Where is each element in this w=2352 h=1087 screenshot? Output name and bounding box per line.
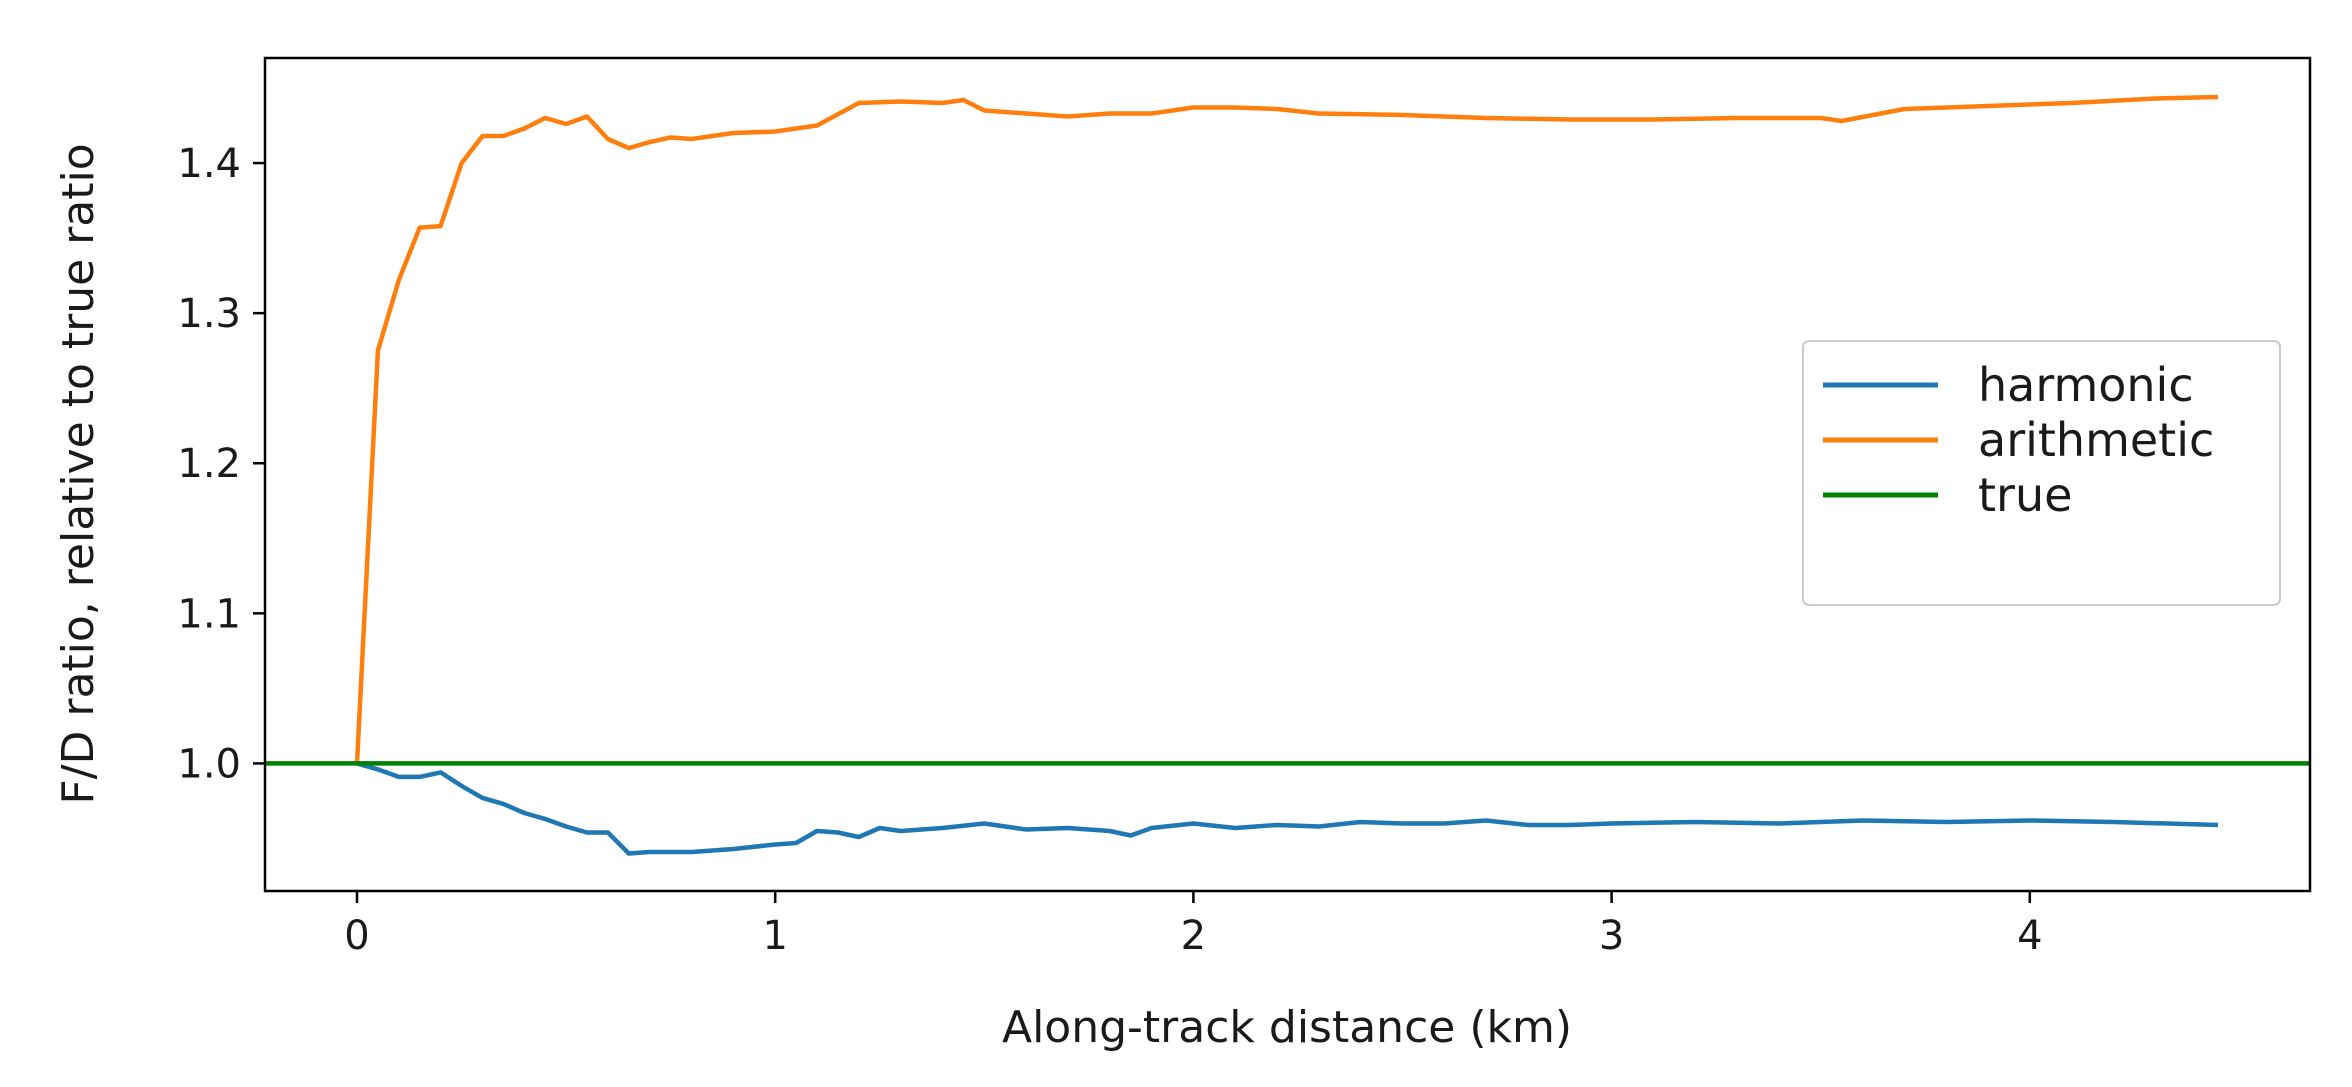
x-tick-label: 3	[1599, 913, 1624, 959]
y-tick-label: 1.3	[177, 291, 241, 337]
series-layer	[265, 94, 2310, 856]
x-tick-label: 0	[344, 913, 369, 959]
x-axis: 0 1 2 3 4	[344, 891, 2043, 959]
x-tick-label: 2	[1181, 913, 1206, 959]
y-tick-label: 1.0	[177, 741, 241, 787]
y-axis: 1.0 1.1 1.2 1.3 1.4	[177, 141, 265, 787]
y-tick-label: 1.1	[177, 591, 241, 637]
legend-label-arithmetic: arithmetic	[1978, 413, 2214, 467]
legend-box	[1802, 340, 2281, 606]
legend-label-true: true	[1978, 468, 2072, 522]
series-line-arithmetic	[354, 94, 2219, 764]
legend-label-harmonic: harmonic	[1978, 358, 2194, 412]
y-tick-label: 1.4	[177, 141, 241, 187]
x-tick-label: 4	[2017, 913, 2042, 959]
series-line-harmonic	[356, 761, 2219, 856]
y-tick-label: 1.2	[177, 441, 241, 487]
y-axis-label: F/D ratio, relative to true ratio	[53, 143, 104, 804]
x-axis-label: Along-track distance (km)	[1002, 1002, 1572, 1053]
plot-frame	[263, 56, 2312, 893]
x-tick-label: 1	[762, 913, 787, 959]
